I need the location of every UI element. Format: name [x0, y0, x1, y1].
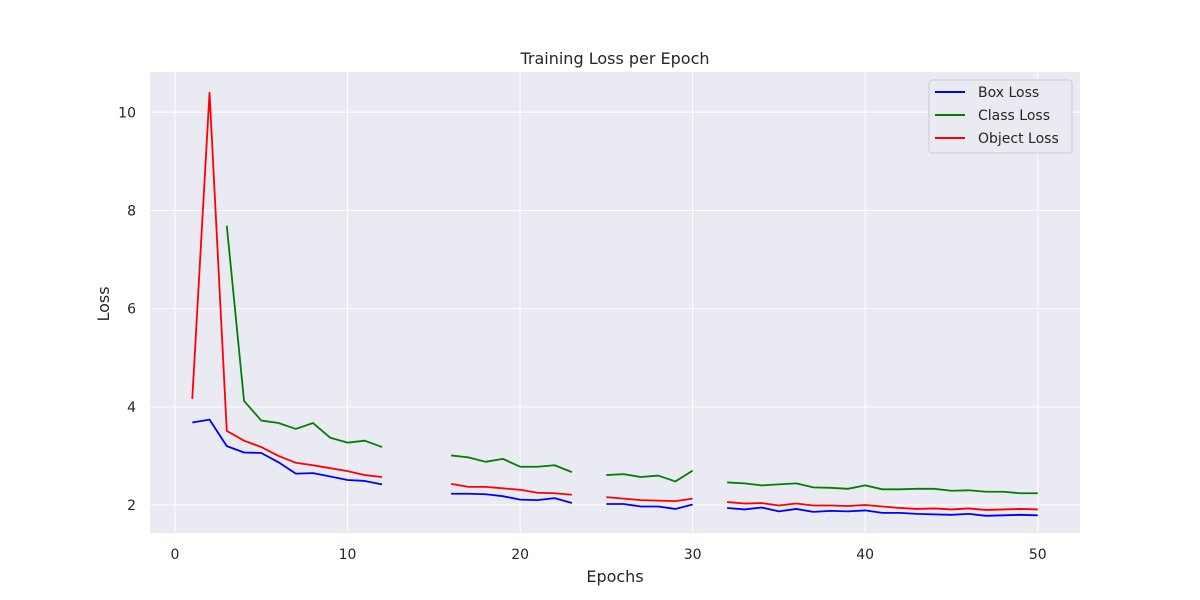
series-line-class-loss — [225, 225, 383, 448]
x-tick-label: 10 — [339, 547, 357, 563]
legend-label-object-loss: Object Loss — [978, 131, 1059, 147]
y-tick-label: 2 — [127, 498, 136, 514]
y-axis-ticks: 2 4 6 8 10 — [118, 105, 136, 514]
y-tick-label: 6 — [127, 302, 136, 318]
x-tick-label: 50 — [1029, 547, 1047, 563]
legend: Box Loss Class Loss Object Loss — [928, 79, 1073, 154]
series-line-object-loss — [191, 91, 383, 478]
series-line-object-loss — [450, 483, 572, 496]
x-axis-label: Epochs — [586, 567, 643, 586]
series-line-class-loss — [450, 454, 573, 473]
series-line-box-loss — [727, 506, 1038, 517]
x-tick-label: 30 — [684, 547, 702, 563]
series-line-box-loss — [192, 418, 383, 486]
legend-label-box-loss: Box Loss — [978, 85, 1039, 101]
legend-label-class-loss: Class Loss — [978, 108, 1050, 124]
y-tick-label: 4 — [127, 400, 136, 416]
chart-title: Training Loss per Epoch — [519, 49, 709, 68]
series-line-box-loss — [606, 503, 693, 510]
series-line-class-loss — [606, 469, 694, 483]
series-line-box-loss — [451, 492, 573, 504]
y-tick-label: 10 — [118, 105, 136, 121]
plot-area — [150, 72, 1080, 533]
x-tick-label: 0 — [171, 547, 180, 563]
y-axis-label: Loss — [94, 286, 113, 321]
x-axis-ticks: 0 10 20 30 40 50 — [171, 547, 1047, 563]
y-tick-label: 8 — [127, 203, 136, 219]
legend-box — [928, 79, 1073, 154]
series-line-object-loss — [727, 501, 1038, 511]
series-lines — [191, 91, 1038, 517]
series-line-class-loss — [727, 481, 1038, 495]
x-tick-label: 20 — [511, 547, 529, 563]
grid-lines — [150, 72, 1080, 533]
x-tick-label: 40 — [856, 547, 874, 563]
series-line-object-loss — [606, 496, 693, 502]
